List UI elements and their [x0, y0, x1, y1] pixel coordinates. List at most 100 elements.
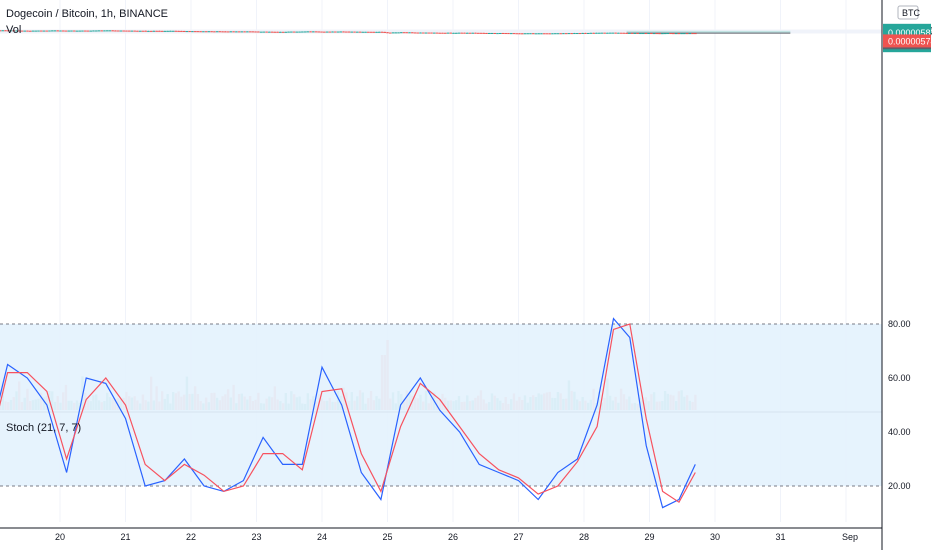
candle-body — [78, 31, 81, 32]
candle-body — [513, 33, 516, 34]
candle-body — [562, 33, 565, 34]
candle-body — [405, 32, 408, 33]
candle-body — [274, 32, 277, 33]
candle-body — [609, 33, 612, 34]
candle-body — [568, 33, 571, 34]
date-tick-label: 30 — [710, 532, 720, 542]
candle-body — [191, 31, 194, 32]
candle-body — [177, 31, 180, 32]
candle-body — [444, 33, 447, 34]
candle-body — [419, 33, 422, 34]
candle-body — [502, 33, 505, 34]
candle-body — [628, 33, 631, 34]
candle-body — [329, 32, 332, 33]
candle-body — [158, 31, 161, 32]
candle-body — [188, 31, 191, 32]
candle-body — [271, 32, 274, 33]
candle-body — [320, 32, 323, 33]
candle-body — [40, 31, 43, 32]
candle-body — [342, 31, 345, 32]
candle-body — [532, 33, 535, 34]
stoch-tick-label: 80.00 — [888, 319, 911, 329]
candle-body — [381, 32, 384, 33]
candle-body — [32, 31, 35, 32]
price-axis-bg — [882, 0, 932, 550]
candle-body — [455, 33, 458, 34]
candle-body — [48, 31, 51, 32]
candle-body — [122, 31, 125, 32]
candle-body — [603, 33, 606, 34]
candle-body — [210, 31, 213, 32]
candle-body — [197, 31, 200, 32]
candle-body — [477, 33, 480, 34]
candle-body — [598, 33, 601, 34]
candle-body — [76, 31, 79, 32]
candle-body — [683, 33, 686, 34]
candle-body — [213, 31, 216, 32]
candle-body — [650, 33, 653, 34]
candle-body — [92, 30, 95, 31]
date-tick-label: Sep — [842, 532, 858, 542]
candle-body — [537, 33, 540, 34]
candle-body — [43, 31, 46, 32]
candle-body — [614, 33, 617, 34]
candle-body — [411, 32, 414, 33]
candle-body — [364, 32, 367, 33]
candle-body — [499, 33, 502, 34]
candle-body — [106, 30, 109, 31]
candle-body — [81, 31, 84, 32]
candle-body — [471, 33, 474, 34]
candle-body — [397, 32, 400, 33]
candle-body — [669, 33, 672, 34]
candle-body — [73, 31, 76, 32]
candle-body — [524, 33, 527, 34]
candle-body — [103, 30, 106, 31]
candle-body — [67, 31, 70, 32]
candle-body — [84, 31, 87, 32]
candle-body — [334, 32, 337, 33]
candle-body — [504, 33, 507, 34]
candle-body — [219, 31, 222, 32]
candle-body — [496, 33, 499, 34]
candle-body — [238, 31, 241, 32]
candle-body — [427, 33, 430, 34]
candle-body — [114, 30, 117, 31]
candle-body — [546, 33, 549, 34]
candle-body — [202, 31, 205, 32]
candle-body — [89, 31, 92, 32]
candle-body — [656, 33, 659, 34]
candle-body — [296, 32, 299, 33]
candle-body — [282, 32, 285, 33]
date-tick-label: 22 — [186, 532, 196, 542]
candle-body — [425, 33, 428, 34]
candle-body — [678, 33, 681, 34]
candle-body — [691, 33, 694, 34]
candle-body — [142, 31, 145, 32]
candle-body — [307, 31, 310, 32]
candle-body — [241, 31, 244, 32]
candle-body — [540, 33, 543, 34]
candle-body — [70, 31, 73, 32]
candle-body — [23, 31, 26, 32]
candle-body — [260, 32, 263, 33]
candle-body — [216, 31, 219, 32]
candle-body — [318, 31, 321, 32]
candle-body — [304, 31, 307, 32]
candle-body — [675, 33, 678, 34]
candle-body — [120, 31, 123, 32]
candle-body — [224, 31, 227, 32]
candle-body — [576, 33, 579, 34]
candle-body — [100, 30, 103, 31]
candle-body — [361, 32, 364, 33]
candle-body — [199, 31, 202, 32]
candle-body — [661, 33, 664, 34]
candle-body — [370, 32, 373, 33]
candle-body — [581, 33, 584, 34]
date-tick-label: 28 — [579, 532, 589, 542]
candle-body — [235, 31, 238, 32]
candle-body — [518, 33, 521, 34]
candle-body — [348, 32, 351, 33]
candle-body — [172, 31, 175, 32]
